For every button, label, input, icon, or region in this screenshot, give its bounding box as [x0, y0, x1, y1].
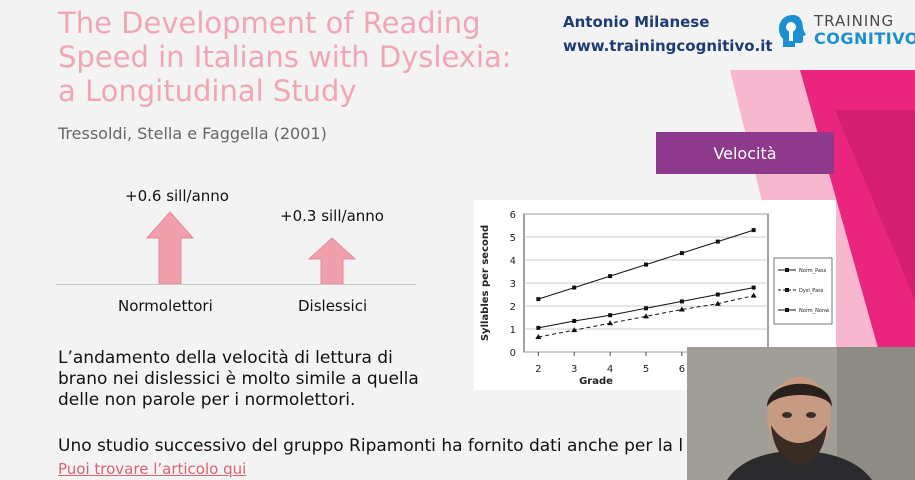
data-point [608, 274, 613, 279]
up-arrow-dislessici-icon [308, 237, 356, 285]
data-point [535, 334, 542, 340]
reading-speed-chart: 0 1 2 3 4 5 6 2 3 4 5 6 Grade Syllables per second Nor… [474, 200, 836, 390]
legend-marker [785, 288, 789, 292]
data-point [715, 292, 720, 297]
legend-label: Dysl_Pass [799, 288, 824, 294]
chart-svg: 0 1 2 3 4 5 6 2 3 4 5 6 Grade Syllables per second Nor… [480, 210, 833, 387]
arrow-value-label-dislessici: +0.3 sill/anno [280, 207, 384, 225]
data-point [644, 262, 648, 267]
arrow-value-label-normolettori: +0.6 sill/anno [125, 187, 229, 205]
legend-label: Norm_Nonw [799, 308, 829, 314]
legend-marker [785, 268, 789, 272]
body-paragraph: L’andamento della velocità di lettura di… [58, 348, 419, 410]
logo-text-cognitivo: COGNITIVO [814, 29, 915, 48]
x-tick-label: 5 [643, 364, 649, 375]
data-point [679, 251, 684, 256]
logo-text-training: TRAINING [814, 12, 895, 30]
presenter-info: Antonio Milanese www.trainingcognitivo.i… [563, 10, 773, 58]
data-point [751, 285, 756, 290]
y-tick-label: 3 [510, 279, 516, 290]
article-link[interactable]: Puoi trovare l’articolo qui [58, 460, 247, 478]
title-line: a Longitudinal Study [58, 74, 357, 108]
velocita-badge: Velocità [656, 132, 834, 174]
legend-box [773, 257, 833, 325]
data-point [643, 313, 649, 319]
slide-title: The Development of Reading Speed in Ital… [58, 6, 538, 108]
data-point [536, 297, 541, 302]
y-tick-label: 5 [510, 233, 516, 244]
title-line: Speed in Italians with Dyslexia: [58, 40, 512, 74]
data-point [679, 299, 684, 304]
data-point [608, 313, 613, 318]
training-cognitivo-logo: TRAINING COGNITIVO [776, 12, 915, 52]
data-point [751, 228, 756, 233]
group-label-dislessici: Dislessici [298, 297, 368, 315]
data-point [750, 292, 757, 298]
y-tick-label: 4 [510, 256, 516, 267]
data-point [571, 327, 578, 333]
data-point [644, 306, 648, 311]
y-tick-label: 1 [510, 325, 516, 336]
data-point [572, 318, 577, 323]
presenter-figure [687, 347, 915, 480]
slide-authors: Tressoldi, Stella e Faggella (2001) [58, 124, 327, 143]
presenter-website: www.trainingcognitivo.it [563, 37, 773, 55]
x-tick-label: 6 [679, 364, 685, 375]
presenter-webcam-video [687, 347, 915, 480]
presenter-name: Antonio Milanese [563, 13, 710, 31]
x-tick-label: 2 [535, 364, 541, 375]
x-tick-label: 3 [571, 364, 577, 375]
legend-label: Norm_Pass [799, 268, 827, 274]
x-axis-label: Grade [579, 376, 613, 387]
data-point [572, 285, 577, 290]
head-profile-icon [779, 15, 806, 47]
group-label-normolettori: Normolettori [118, 297, 213, 315]
legend-marker [785, 308, 789, 312]
y-tick-label: 2 [510, 302, 516, 313]
followup-note: Uno studio successivo del gruppo Ripamon… [58, 436, 684, 456]
data-point [715, 239, 720, 244]
y-tick-label: 6 [510, 210, 516, 221]
up-arrow-normolettori-icon [146, 211, 194, 285]
data-point [607, 320, 614, 326]
data-point [678, 306, 685, 312]
y-tick-label: 0 [510, 348, 516, 359]
y-axis-label: Syllables per second [480, 225, 491, 341]
data-point [536, 325, 541, 330]
baseline-divider [56, 284, 416, 285]
data-point [714, 300, 721, 306]
x-tick-label: 4 [607, 364, 613, 375]
title-line: The Development of Reading [58, 6, 481, 40]
